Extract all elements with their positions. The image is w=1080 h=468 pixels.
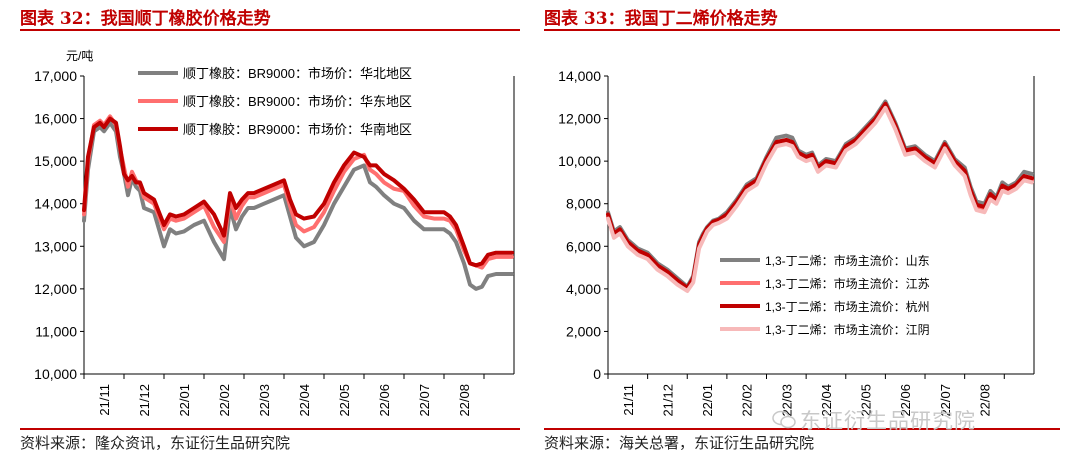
right-y-tick-label: 10,000 [558, 153, 601, 169]
right-x-tick-label: 22/07 [938, 384, 953, 417]
right-legend-label: 1,3-丁二烯：市场主流价：江苏 [765, 276, 930, 291]
right-x-tick-label: 22/01 [700, 384, 715, 417]
right-x-tick-label: 21/11 [621, 384, 636, 416]
right-y-tick-label: 6,000 [566, 238, 601, 254]
left-series-line-1 [82, 120, 514, 291]
left-x-tick-label: 21/12 [137, 384, 152, 417]
right-bottom-rule [544, 428, 1060, 430]
left-x-tick-label: 22/08 [457, 384, 472, 417]
left-y-tick-label: 17,000 [34, 68, 77, 84]
right-y-tick-label: 2,000 [566, 323, 601, 339]
left-y-tick-label: 14,000 [34, 196, 77, 212]
left-legend-label: 顺丁橡胶：BR9000：市场价：华南地区 [183, 122, 412, 137]
left-y-tick-label: 13,000 [34, 238, 77, 254]
left-y-tick-label: 10,000 [34, 366, 77, 382]
right-series-line-4 [606, 105, 1034, 293]
right-y-tick-label: 14,000 [558, 68, 601, 84]
right-x-tick-label: 22/05 [859, 384, 874, 417]
right-source-note: 资料来源：海关总署，东证衍生品研究院 [544, 434, 815, 452]
right-y-tick-label: 8,000 [566, 196, 601, 212]
right-x-tick-label: 22/02 [740, 384, 755, 417]
right-legend-label: 1,3-丁二烯：市场主流价：山东 [765, 253, 930, 268]
left-y-tick-label: 16,000 [34, 111, 77, 127]
right-chart-title: 图表 33：我国丁二烯价格走势 [544, 9, 778, 29]
right-chart: 0 2,000 4,000 6,000 8,000 10,000 12,000 14,000 2… [558, 68, 1035, 417]
left-bottom-rule [20, 428, 520, 430]
left-y-tick-label: 12,000 [34, 281, 77, 297]
left-y-unit-label: 元/吨 [66, 49, 93, 63]
left-y-tick-label: 11,000 [35, 323, 77, 339]
right-y-tick-label: 4,000 [566, 281, 601, 297]
left-series-line-2 [82, 114, 514, 270]
left-y-tick-label: 15,000 [34, 153, 77, 169]
left-source-note: 资料来源：隆众资讯，东证衍生品研究院 [20, 434, 291, 452]
right-title-rule [544, 29, 1060, 31]
right-x-tick-label: 22/04 [819, 384, 834, 417]
left-chart-title: 图表 32：我国顺丁橡胶价格走势 [20, 9, 271, 29]
right-x-tick-label: 22/08 [977, 384, 992, 417]
left-x-tick-label: 22/06 [377, 384, 392, 417]
right-legend-label: 1,3-丁二烯：市场主流价：杭州 [765, 299, 930, 314]
right-y-tick-label: 12,000 [558, 111, 601, 127]
right-x-tick-label: 22/06 [898, 384, 913, 417]
left-x-tick-label: 22/03 [257, 384, 272, 417]
left-title-rule [20, 29, 520, 31]
left-legend-label: 顺丁橡胶：BR9000：市场价：华北地区 [183, 66, 412, 81]
left-chart: 元/吨 10,000 11,000 12,000 13,000 14,000 15,000 1… [34, 49, 515, 417]
right-y-tick-label: 0 [593, 366, 601, 382]
left-x-tick-label: 22/01 [177, 384, 192, 417]
left-x-tick-label: 22/05 [337, 384, 352, 417]
left-x-tick-label: 22/02 [217, 384, 232, 417]
right-x-tick-label: 22/03 [779, 384, 794, 417]
left-x-tick-label: 22/07 [417, 384, 432, 417]
watermark: 东证衍生品研究院 [800, 409, 976, 433]
left-legend-label: 顺丁橡胶：BR9000：市场价：华东地区 [183, 94, 412, 109]
left-x-tick-label: 22/04 [297, 384, 312, 417]
wechat-icon [772, 410, 796, 429]
right-legend-label: 1,3-丁二烯：市场主流价：江阴 [765, 322, 930, 337]
right-x-tick-label: 21/12 [660, 384, 675, 417]
left-series-line-3 [82, 116, 514, 268]
left-x-tick-label: 21/11 [97, 384, 112, 416]
